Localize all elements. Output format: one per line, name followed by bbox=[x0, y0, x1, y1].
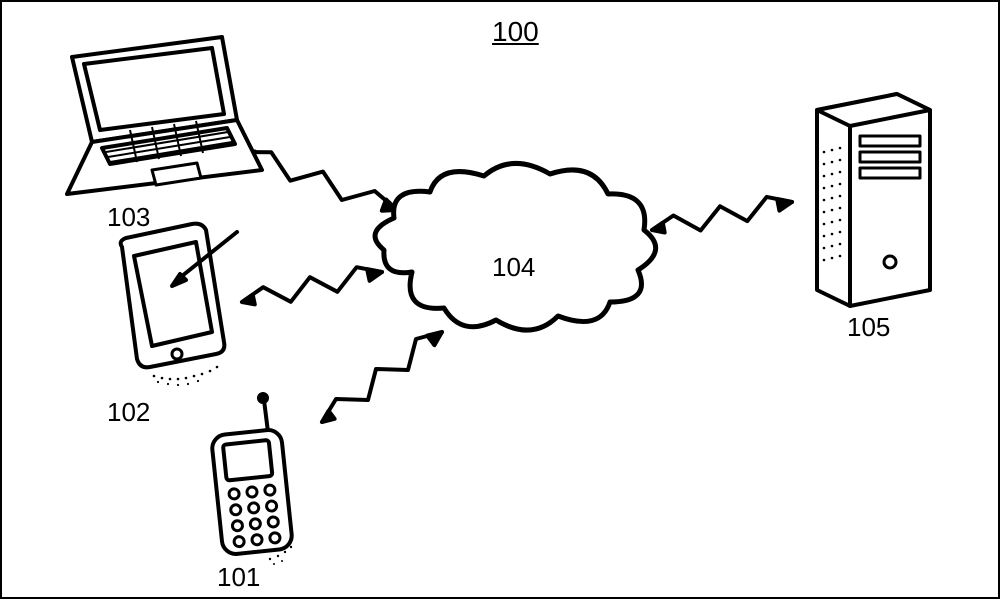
label-103: 103 bbox=[107, 202, 150, 233]
label-105: 105 bbox=[847, 312, 890, 343]
wireless-link-tail bbox=[652, 223, 665, 233]
laptop-node bbox=[67, 37, 262, 194]
network-diagram: 100 bbox=[0, 0, 1000, 599]
label-102: 102 bbox=[107, 397, 150, 428]
cloud-node bbox=[375, 163, 656, 330]
label-101: 101 bbox=[217, 562, 260, 593]
wireless-link bbox=[652, 197, 792, 231]
wireless-link-arrow bbox=[367, 269, 382, 281]
wireless-link-arrow bbox=[777, 199, 792, 211]
wireless-link-arrow bbox=[427, 332, 442, 345]
phone-node bbox=[211, 394, 293, 565]
wireless-link bbox=[242, 267, 382, 302]
wireless-link-tail bbox=[242, 295, 255, 305]
tablet-node bbox=[121, 224, 237, 387]
server-node bbox=[817, 94, 930, 306]
diagram-svg bbox=[2, 2, 1000, 601]
wireless-link bbox=[242, 152, 397, 210]
wireless-link-tail bbox=[322, 411, 335, 422]
label-104: 104 bbox=[492, 252, 535, 283]
wireless-link bbox=[322, 332, 442, 422]
